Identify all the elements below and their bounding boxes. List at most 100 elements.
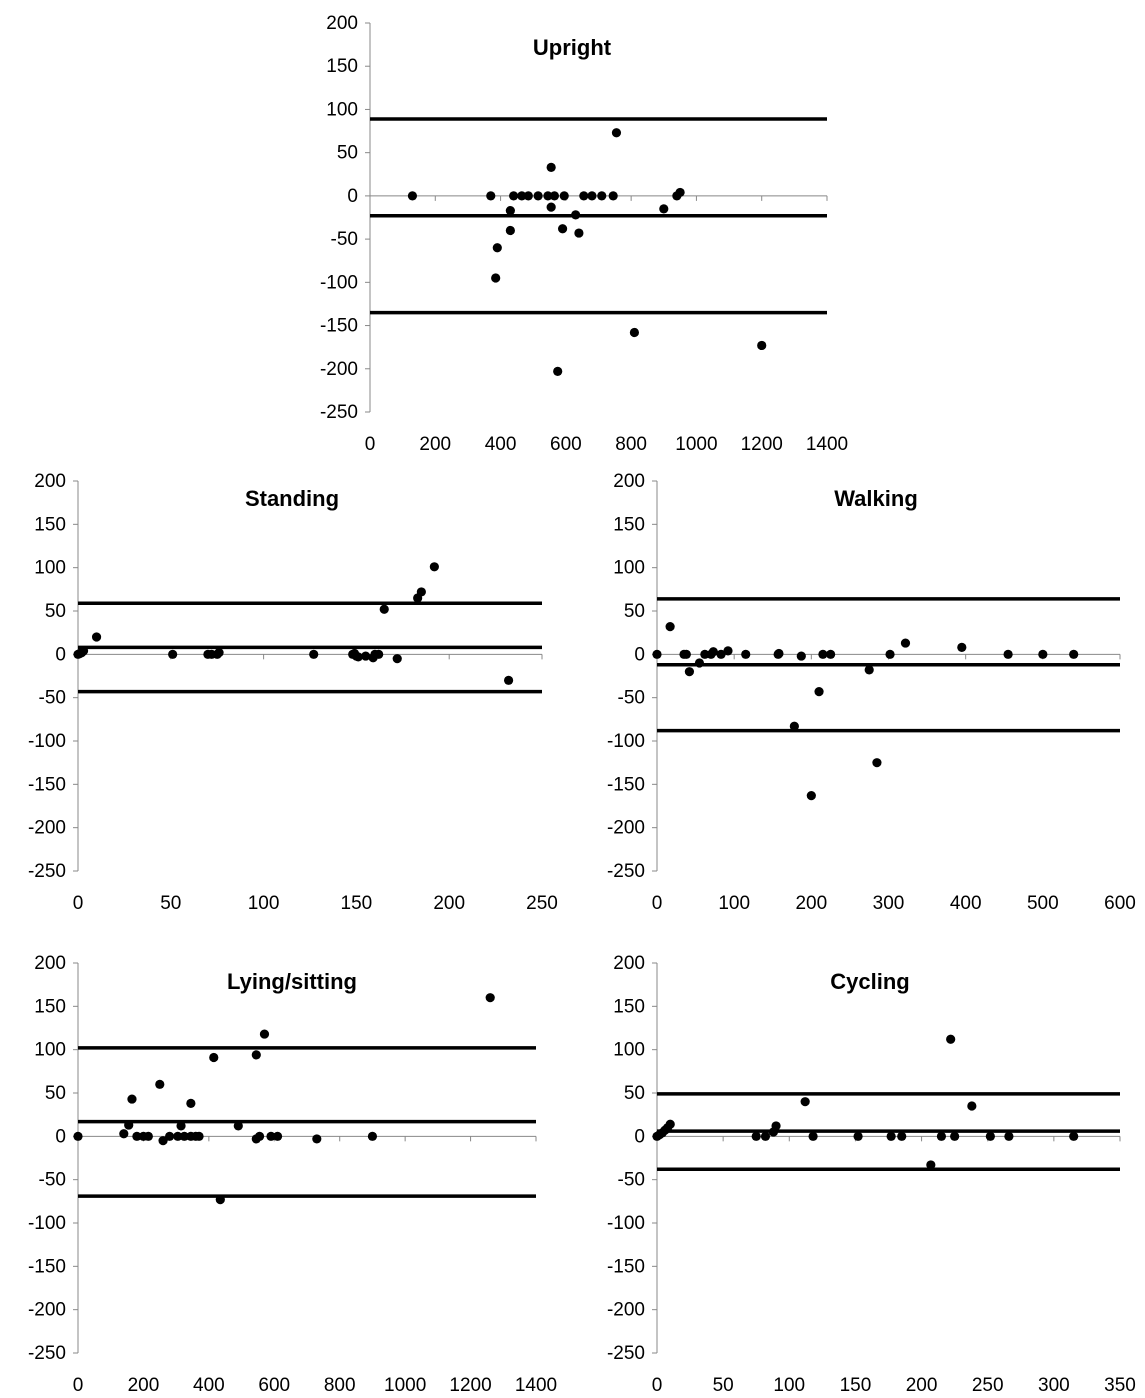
panel-title: Cycling (830, 969, 909, 994)
data-point (259, 1029, 270, 1039)
x-tick-label: 300 (1038, 1375, 1070, 1396)
data-point (579, 191, 589, 201)
y-tick-label: -150 (320, 316, 358, 337)
data-point (379, 604, 389, 614)
x-tick-label: 250 (526, 893, 558, 914)
data-point (608, 191, 618, 201)
y-tick-label: 0 (55, 1126, 66, 1147)
data-point (665, 1119, 675, 1129)
data-point (559, 191, 569, 201)
x-tick-label: 100 (248, 893, 280, 914)
data-point (1069, 1131, 1079, 1141)
data-point (173, 1131, 183, 1141)
data-point (546, 162, 556, 172)
data-point (361, 651, 371, 661)
data-point (957, 642, 967, 653)
panel-cycling: -250 -200 -150 -100 -50 0 50 100 150 200 0 50 100 150… (607, 953, 1136, 1396)
panel-title: Standing (245, 486, 339, 511)
data-point (1003, 649, 1013, 659)
data-point (789, 721, 799, 731)
y-tick-label: -250 (320, 402, 358, 423)
y-tick-label: -200 (607, 1300, 645, 1321)
y-tick-label: -100 (607, 731, 645, 752)
x-tick-label: 200 (433, 893, 465, 914)
data-point (886, 1131, 896, 1141)
y-tick-label: 100 (34, 1040, 66, 1061)
data-point (818, 649, 828, 659)
x-tick-label: 500 (1027, 893, 1059, 914)
x-tick-label: 400 (193, 1375, 225, 1396)
data-point (723, 646, 733, 656)
data-point (509, 191, 519, 201)
x-tick-label: 400 (950, 893, 982, 914)
y-tick-label: -50 (39, 1170, 66, 1191)
data-point (367, 1131, 378, 1141)
data-point (1004, 1131, 1014, 1141)
data-point (864, 665, 874, 675)
y-tick-label: -200 (607, 818, 645, 839)
data-point (91, 632, 102, 642)
data-point (814, 687, 824, 697)
x-tick-label: 0 (73, 893, 84, 914)
y-tick-label: -100 (28, 1213, 66, 1234)
data-point (492, 243, 502, 253)
y-tick-label: 200 (34, 471, 66, 492)
data-point (936, 1131, 947, 1141)
data-point (486, 191, 496, 201)
x-tick-label: 0 (73, 1375, 84, 1396)
data-point (571, 210, 581, 220)
data-point (800, 1097, 810, 1107)
x-tick-label: 350 (1104, 1375, 1136, 1396)
data-point (950, 1131, 960, 1141)
data-point (158, 1136, 168, 1146)
y-tick-label: 150 (613, 996, 645, 1017)
data-point (155, 1079, 165, 1089)
data-point (897, 1131, 907, 1141)
data-point (751, 1131, 761, 1141)
data-point (179, 1131, 189, 1141)
y-tick-label: 0 (55, 644, 66, 665)
y-tick-label: 100 (326, 99, 358, 120)
data-point (926, 1160, 936, 1170)
x-tick-label: 150 (341, 893, 373, 914)
data-point (374, 649, 384, 659)
data-point (143, 1131, 153, 1141)
x-tick-label: 1200 (741, 434, 783, 455)
data-point (741, 649, 751, 659)
data-point (806, 791, 816, 801)
x-tick-label: 600 (550, 434, 582, 455)
x-tick-label: 1000 (384, 1375, 426, 1396)
data-point (872, 758, 882, 768)
data-point (1038, 649, 1048, 659)
y-tick-label: -250 (28, 861, 66, 882)
data-point (119, 1129, 129, 1139)
y-tick-label: -150 (607, 774, 645, 795)
data-point (132, 1131, 142, 1141)
data-point (309, 649, 319, 659)
y-tick-label: 100 (613, 558, 645, 579)
panel-standing: -250 -200 -150 -100 -50 0 50 100 150 200 0 50 100 150… (28, 471, 558, 914)
data-point (629, 327, 640, 338)
y-tick-label: 50 (624, 601, 645, 622)
data-point (546, 202, 556, 212)
data-point (127, 1094, 137, 1104)
data-point (272, 1131, 283, 1141)
data-point (209, 1052, 219, 1063)
panel-title: Walking (834, 486, 918, 511)
data-point (808, 1131, 818, 1141)
data-point (429, 562, 439, 572)
data-point (503, 675, 514, 685)
data-point (124, 1120, 134, 1130)
data-point (78, 646, 89, 656)
y-tick-label: -50 (618, 1170, 645, 1191)
x-tick-label: 600 (1104, 893, 1136, 914)
data-point (771, 1121, 781, 1131)
y-tick-label: 150 (326, 56, 358, 77)
data-point (675, 187, 685, 198)
panel-lying-sitting: -250 -200 -150 -100 -50 0 50 100 150 200 0 200 400 60… (28, 953, 557, 1396)
x-tick-label: 100 (773, 1375, 805, 1396)
data-point (652, 649, 662, 659)
data-point (684, 667, 695, 677)
x-tick-label: 200 (419, 434, 451, 455)
